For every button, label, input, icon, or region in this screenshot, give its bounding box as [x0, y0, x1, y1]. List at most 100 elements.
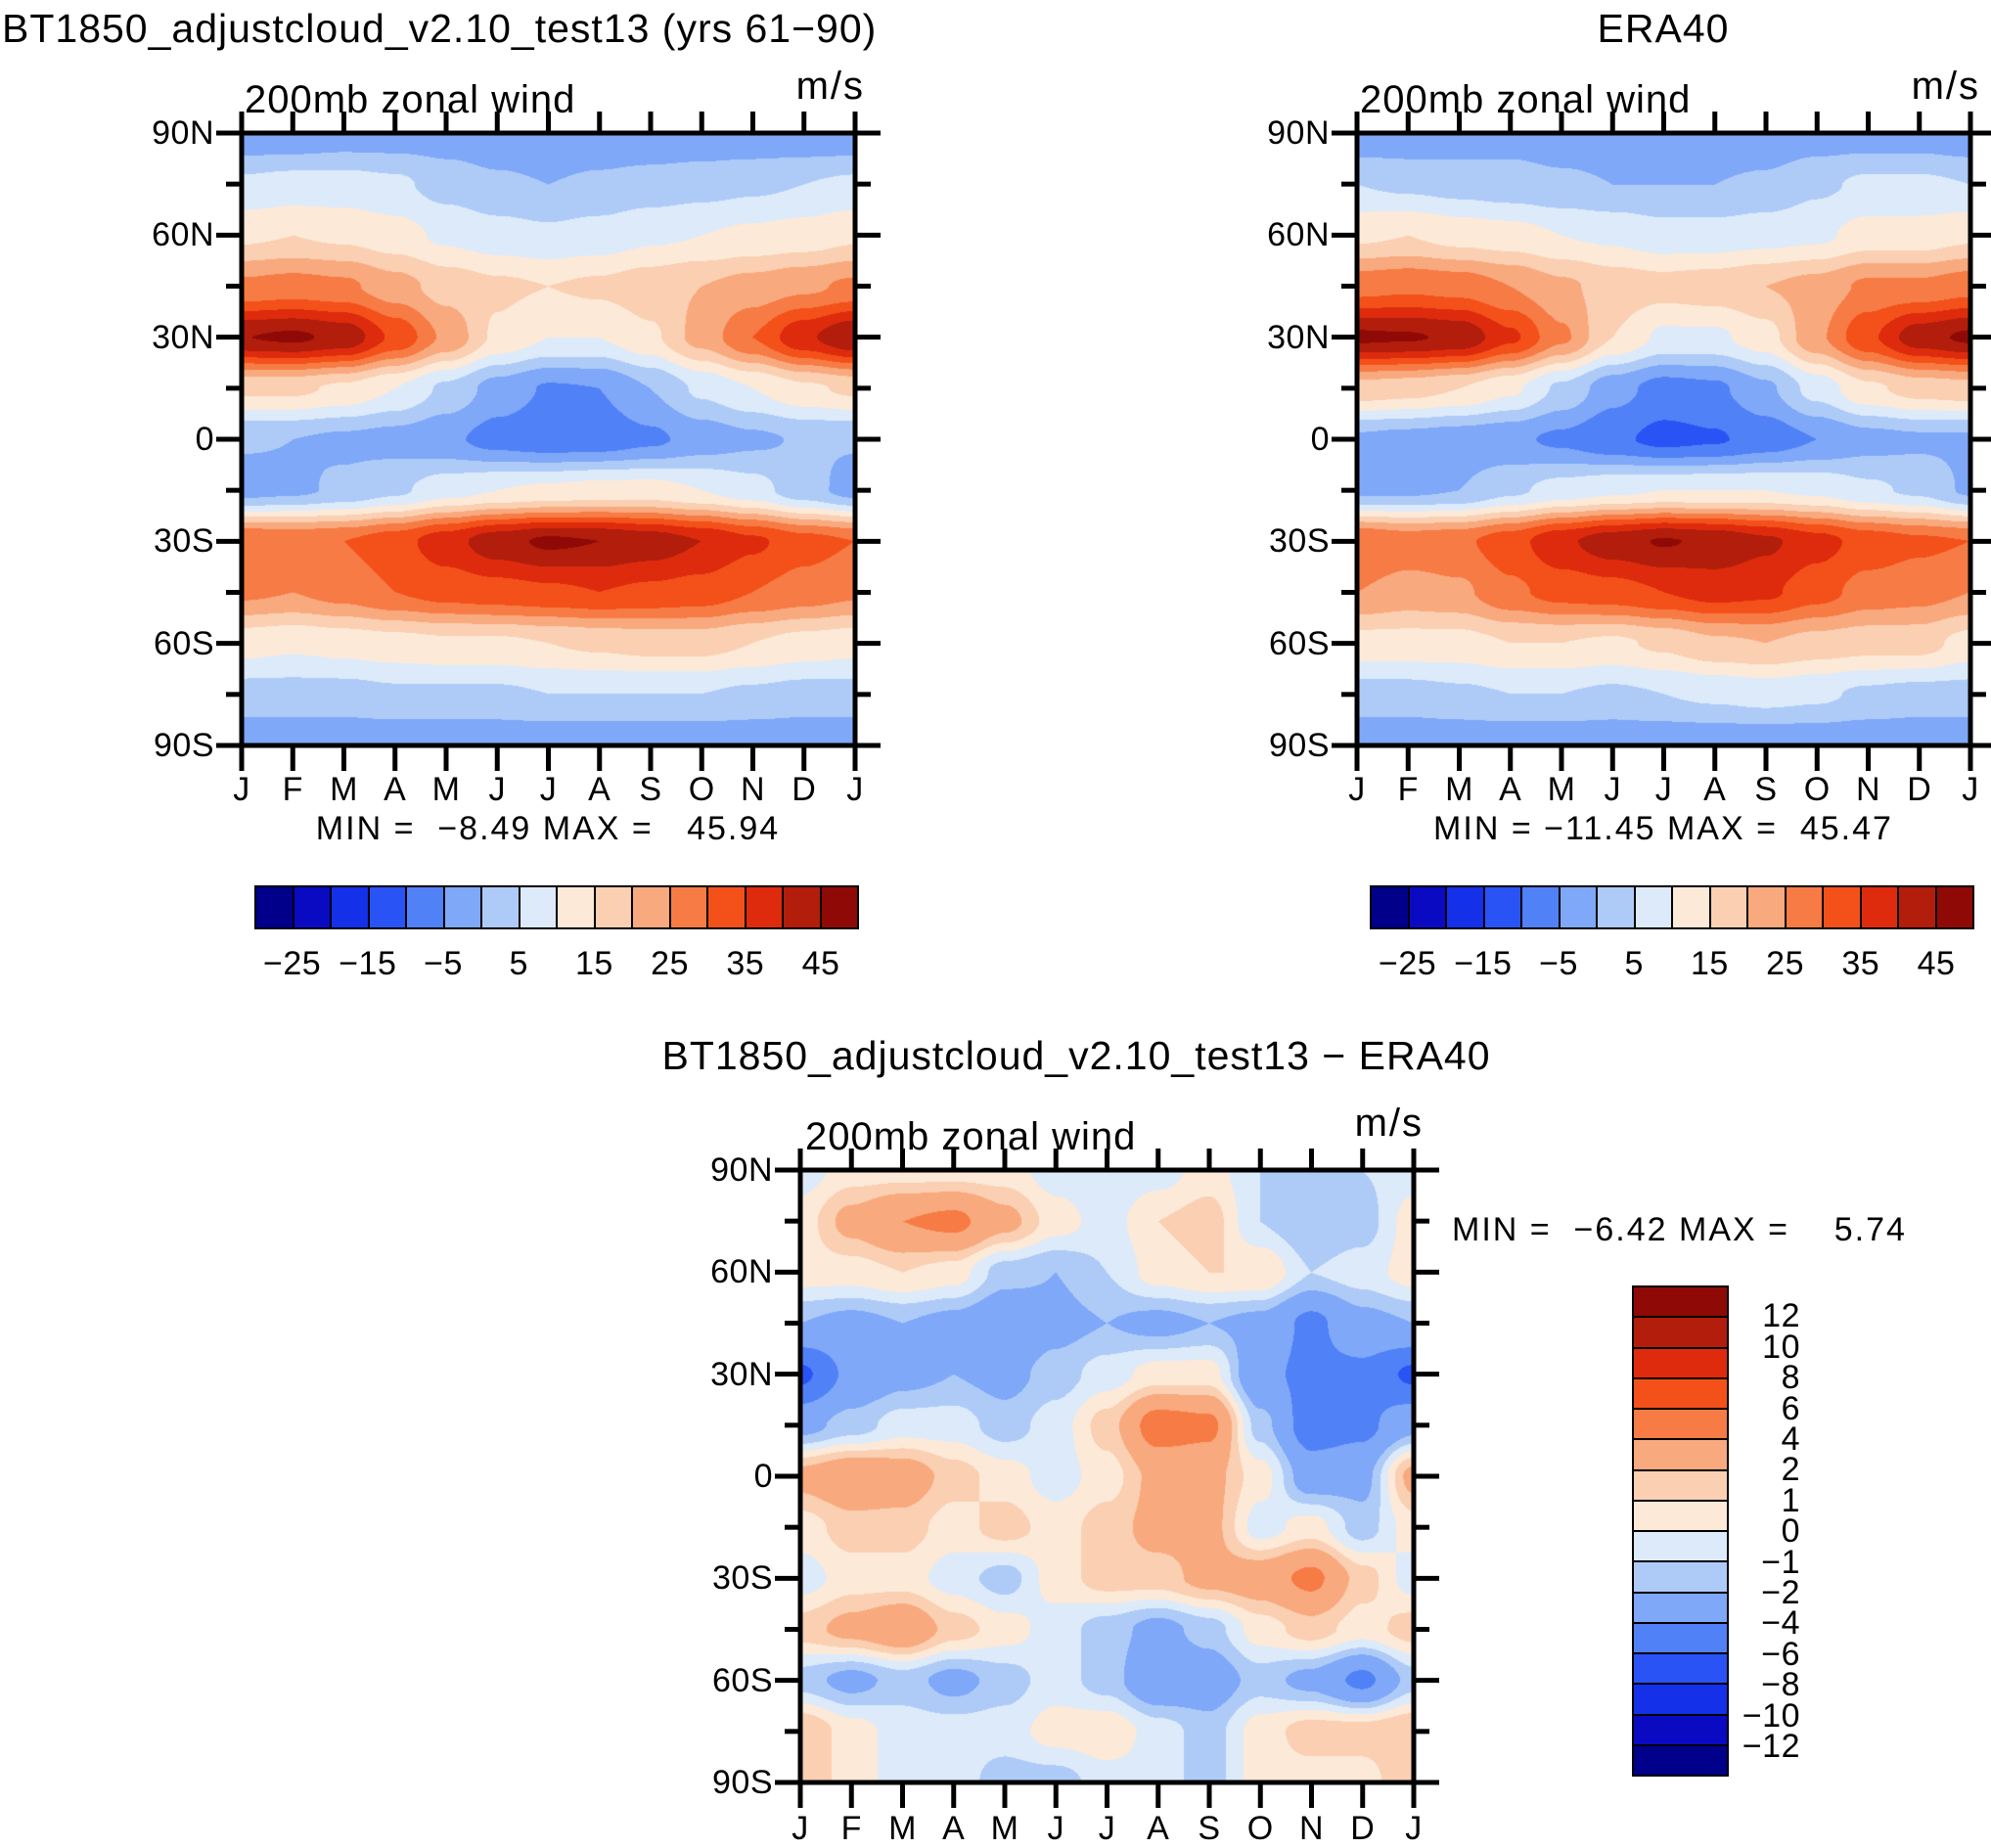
- colorbar-tick-label: −5: [1539, 945, 1578, 982]
- colorbar-box: [294, 887, 332, 927]
- colorbar-box: [1634, 1318, 1727, 1349]
- lat-axis-label: 0: [195, 421, 214, 458]
- colorbar-tick-label: 35: [726, 945, 765, 982]
- era40-title: ERA40: [1597, 6, 1730, 51]
- colorbar-tick-label: −5: [424, 945, 463, 982]
- colorbar-tick-label: 1: [1781, 1481, 1800, 1519]
- colorbar-box: [1673, 887, 1711, 927]
- month-axis-label: A: [1703, 771, 1727, 808]
- month-axis-label: J: [539, 771, 558, 808]
- month-axis-label: J: [1348, 771, 1366, 808]
- model-contour-plot: [242, 133, 855, 745]
- month-axis-label: J: [1604, 771, 1621, 808]
- colorbar-tick-label: 12: [1762, 1297, 1800, 1335]
- diff-colorbar: [1632, 1285, 1729, 1777]
- month-axis-label: J: [1047, 1810, 1064, 1847]
- colorbar-box: [1634, 1440, 1727, 1471]
- diff-units-label: m/s: [1354, 1102, 1424, 1145]
- model-subtitle: 200mb zonal wind: [245, 78, 576, 121]
- colorbar-box: [369, 887, 407, 927]
- month-axis-label: O: [1803, 771, 1831, 808]
- lat-axis-label: 60S: [712, 1661, 773, 1699]
- colorbar-box: [1634, 1470, 1727, 1502]
- colorbar-box: [1634, 1562, 1727, 1594]
- colorbar-box: [332, 887, 370, 927]
- colorbar-tick-label: −6: [1761, 1635, 1800, 1673]
- month-axis-label: M: [330, 771, 358, 808]
- month-axis-label: A: [942, 1810, 966, 1847]
- month-axis-label: J: [1654, 771, 1673, 808]
- colorbar-box: [1899, 887, 1937, 927]
- colorbar-box: [1634, 1715, 1727, 1746]
- colorbar-box: [482, 887, 520, 927]
- month-axis-label: N: [1855, 771, 1881, 808]
- model-minmax-readout: MIN = −8.49 MAX = 45.94: [315, 810, 781, 847]
- month-axis-label: N: [740, 771, 766, 808]
- colorbar-tick-label: −2: [1761, 1574, 1800, 1611]
- colorbar-box: [1447, 887, 1485, 927]
- month-axis-label: D: [1907, 771, 1932, 808]
- month-axis-label: S: [1754, 771, 1778, 808]
- month-axis-label: A: [1499, 771, 1522, 808]
- colorbar-box: [1634, 1348, 1727, 1379]
- lat-axis-label: 30S: [712, 1559, 773, 1598]
- diff-title: BT1850_adjustcloud_v2.10_test13 − ERA40: [661, 1033, 1491, 1078]
- month-axis-label: M: [431, 771, 461, 808]
- colorbar-box: [821, 887, 857, 927]
- colorbar-tick-label: 5: [1624, 945, 1644, 982]
- colorbar-box: [444, 887, 482, 927]
- lat-axis-label: 60S: [1269, 624, 1330, 662]
- colorbar-tick-label: 15: [574, 945, 613, 982]
- month-axis-label: F: [840, 1810, 862, 1847]
- month-axis-label: F: [1397, 771, 1419, 808]
- colorbar-box: [595, 887, 633, 927]
- colorbar-box: [1634, 1685, 1727, 1716]
- month-axis-label: O: [688, 771, 715, 808]
- colorbar-box: [558, 887, 596, 927]
- colorbar-box: [1634, 1593, 1727, 1624]
- colorbar-box: [708, 887, 747, 927]
- colorbar-tick-label: −10: [1742, 1696, 1800, 1735]
- colorbar-tick-label: 45: [1917, 945, 1956, 982]
- lat-axis-label: 60N: [152, 216, 214, 254]
- colorbar-box: [1560, 887, 1598, 927]
- lat-axis-label: 0: [753, 1458, 773, 1495]
- lat-axis-label: 90N: [152, 114, 214, 152]
- month-axis-label: D: [1350, 1810, 1376, 1847]
- colorbar-tick-label: −15: [339, 945, 397, 982]
- colorbar-box: [520, 887, 558, 927]
- colorbar-box: [1824, 887, 1862, 927]
- colorbar-tick-label: −8: [1761, 1666, 1800, 1704]
- diff-contour-plot: [800, 1170, 1414, 1782]
- colorbar-tick-label: 0: [1781, 1512, 1800, 1551]
- month-axis-label: M: [1547, 771, 1576, 808]
- colorbar-box: [1409, 887, 1447, 927]
- colorbar-box: [1786, 887, 1824, 927]
- colorbar-box: [1634, 1378, 1727, 1410]
- colorbar-tick-label: −4: [1761, 1604, 1800, 1643]
- lat-axis-label: 60N: [1267, 216, 1330, 254]
- colorbar-tick-label: 10: [1762, 1328, 1800, 1366]
- model-units-label: m/s: [795, 65, 865, 108]
- month-axis-label: M: [1445, 771, 1473, 808]
- era40-units-label: m/s: [1911, 65, 1980, 108]
- colorbar-box: [1634, 1745, 1727, 1775]
- lat-axis-label: 90S: [1269, 727, 1330, 764]
- colorbar-tick-label: 25: [1766, 945, 1804, 982]
- colorbar-box: [746, 887, 784, 927]
- month-axis-label: D: [792, 771, 817, 808]
- lat-axis-label: 90S: [712, 1764, 773, 1801]
- lat-axis-label: 30N: [1267, 318, 1330, 356]
- model-title: BT1850_adjustcloud_v2.10_test13 (yrs 61−…: [2, 6, 878, 51]
- month-axis-label: F: [282, 771, 303, 808]
- colorbar-box: [1634, 1501, 1727, 1532]
- colorbar-tick-label: 25: [651, 945, 689, 982]
- colorbar-tick-label: 35: [1841, 945, 1880, 982]
- colorbar-tick-label: 45: [801, 945, 840, 982]
- lat-axis-label: 30S: [1269, 522, 1330, 561]
- month-axis-label: O: [1246, 1810, 1274, 1847]
- colorbar-box: [256, 887, 294, 927]
- diff-minmax-readout: MIN = −6.42 MAX = 5.74: [1452, 1211, 1907, 1248]
- lat-axis-label: 30N: [152, 318, 214, 356]
